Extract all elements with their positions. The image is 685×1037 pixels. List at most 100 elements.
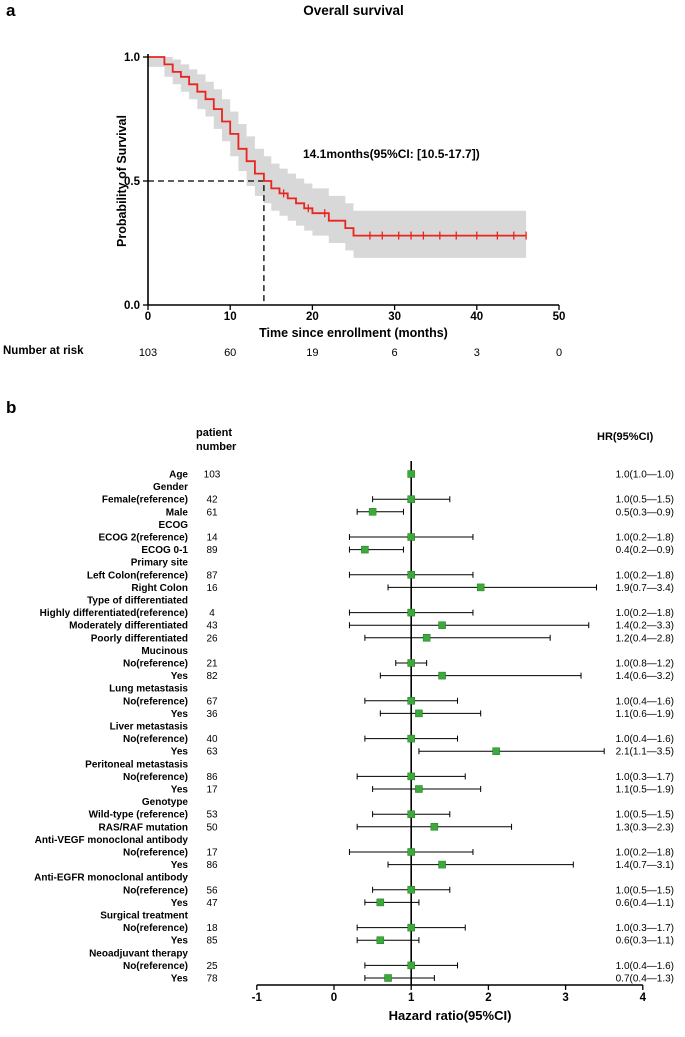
patient-number: 78 <box>206 974 218 985</box>
forest-group-label: Anti-VEGF monoclonal antibody <box>35 835 189 846</box>
forest-row-label: Yes <box>171 936 189 947</box>
hr-ci-value: 1.0(1.0—1.0) <box>616 470 674 481</box>
hr-ci-value: 1.0(0.3—1.7) <box>616 772 674 783</box>
hr-marker <box>492 747 500 755</box>
patient-number: 82 <box>206 671 218 682</box>
hr-ci-value: 1.0(0.3—1.7) <box>616 923 674 934</box>
forest-row-label: ECOG 0-1 <box>141 545 188 556</box>
hr-marker <box>415 785 423 793</box>
hr-marker <box>430 823 439 831</box>
number-at-risk-label: Number at risk <box>3 345 84 357</box>
patient-number: 61 <box>206 507 218 518</box>
patient-number: 26 <box>206 633 218 644</box>
forest-group-label: Surgical treatment <box>100 911 188 922</box>
x-tick-label: 0 <box>331 992 337 1004</box>
forest-row-label: No(reference) <box>123 659 188 670</box>
panel-b-label: b <box>6 398 17 417</box>
hr-ci-value: 1.9(0.7—3.4) <box>616 583 674 594</box>
hr-ci-value: 1.0(0.5—1.5) <box>616 495 674 506</box>
patient-number-column-header: patient number <box>196 427 237 454</box>
median-dashed-lines <box>148 180 265 305</box>
patient-number: 17 <box>206 848 218 859</box>
forest-group-label: Liver metastasis <box>110 722 189 733</box>
hr-ci-value: 0.4(0.2—0.9) <box>616 545 674 556</box>
number-at-risk-value: 3 <box>474 347 480 359</box>
patient-number: 42 <box>206 495 218 506</box>
hr-marker <box>376 898 385 907</box>
hr-ci-value: 1.4(0.6—3.2) <box>616 671 674 682</box>
hr-ci-value: 0.7(0.4—1.3) <box>616 974 674 985</box>
forest-group-label: Anti-EGFR monoclonal antibody <box>34 873 188 884</box>
y-tick-label: 0.0 <box>124 300 140 312</box>
forest-row-label: Yes <box>171 785 189 796</box>
forest-row-label: ECOG 2(reference) <box>99 533 188 544</box>
hr-marker <box>407 697 415 705</box>
hr-marker <box>361 545 369 554</box>
forest-row-label: No(reference) <box>123 923 188 934</box>
hr-ci-value: 1.0(0.5—1.5) <box>616 885 674 896</box>
forest-row-label: No(reference) <box>123 734 188 745</box>
hr-marker <box>415 709 423 718</box>
patient-number: 103 <box>204 470 221 481</box>
patient-number: 16 <box>206 583 218 594</box>
hr-ci-value: 1.1(0.5—1.9) <box>616 785 674 796</box>
patient-number: 86 <box>206 860 218 871</box>
hr-ci-value: 0.6(0.3—1.1) <box>616 936 674 947</box>
hr-marker <box>407 734 415 743</box>
forest-row-label: No(reference) <box>123 885 188 896</box>
hr-ci-value: 1.0(0.2—1.8) <box>616 533 674 544</box>
hr-marker <box>422 634 431 642</box>
y-tick-label: 0.5 <box>124 176 141 188</box>
hr-ci-value: 1.0(0.2—1.8) <box>616 608 674 619</box>
hr-marker <box>407 961 415 970</box>
number-at-risk-value: 60 <box>224 347 236 359</box>
forest-plot-svg: Age 103 1.0(1.0—1.0) Gender Female(reference… <box>34 461 674 1004</box>
hr-marker <box>407 608 415 617</box>
hr-marker <box>407 923 415 932</box>
hr-ci-value: 1.0(0.8—1.2) <box>616 659 674 670</box>
hr-ci-value: 1.0(0.2—1.8) <box>616 570 674 581</box>
hr-ci-value: 1.0(0.2—1.8) <box>616 848 674 859</box>
forest-row-label: Yes <box>171 860 189 871</box>
forest-row-label: No(reference) <box>123 961 188 972</box>
hr-ci-value: 1.0(0.4—1.6) <box>616 696 674 707</box>
hr-ci-value: 1.0(0.5—1.5) <box>616 810 674 821</box>
hr-ci-value: 2.1(1.1—3.5) <box>616 747 674 758</box>
hr-marker <box>407 495 415 503</box>
panel-a-title: Overall survival <box>303 3 404 18</box>
hr-marker <box>476 583 485 592</box>
patient-number: 67 <box>206 696 218 707</box>
km-y-axis-label: Probability of Survival <box>115 115 129 247</box>
x-tick-label: 3 <box>562 992 568 1004</box>
hr-marker <box>407 810 415 818</box>
patient-number: 17 <box>206 785 218 796</box>
forest-x-axis-label: Hazard ratio(95%CI) <box>388 1008 512 1023</box>
forest-group-label: Peritoneal metastasis <box>85 759 188 770</box>
hr-marker <box>368 508 377 516</box>
hr-ci-value: 1.3(0.3—2.3) <box>616 822 674 833</box>
forest-group-label: Gender <box>153 482 188 493</box>
km-x-axis-label: Time since enrollment (months) <box>259 326 448 340</box>
hr-marker <box>407 659 415 667</box>
patient-number: 56 <box>206 885 218 896</box>
x-tick-label: 2 <box>485 992 491 1004</box>
patient-number: 50 <box>206 822 218 833</box>
forest-group-label: Type of differentiated <box>87 596 188 607</box>
forest-row-label: Moderately differentiated <box>69 621 188 632</box>
forest-row-label: Male <box>166 507 189 518</box>
hr-marker <box>407 571 415 579</box>
forest-group-label: Primary site <box>131 558 189 569</box>
patient-number: 87 <box>206 570 218 581</box>
x-tick-label: 0 <box>145 311 151 323</box>
patient-number: 21 <box>206 659 218 670</box>
forest-row-label: Age <box>169 470 188 481</box>
x-tick-label: 4 <box>640 992 647 1004</box>
hr-marker <box>407 533 415 541</box>
y-tick-label: 1.0 <box>124 52 140 64</box>
patient-number: 4 <box>209 608 215 619</box>
forest-row-label: No(reference) <box>123 772 188 783</box>
forest-row-label: Female(reference) <box>102 495 188 506</box>
hr-marker <box>407 470 415 478</box>
hr-ci-value: 1.0(0.4—1.6) <box>616 961 674 972</box>
